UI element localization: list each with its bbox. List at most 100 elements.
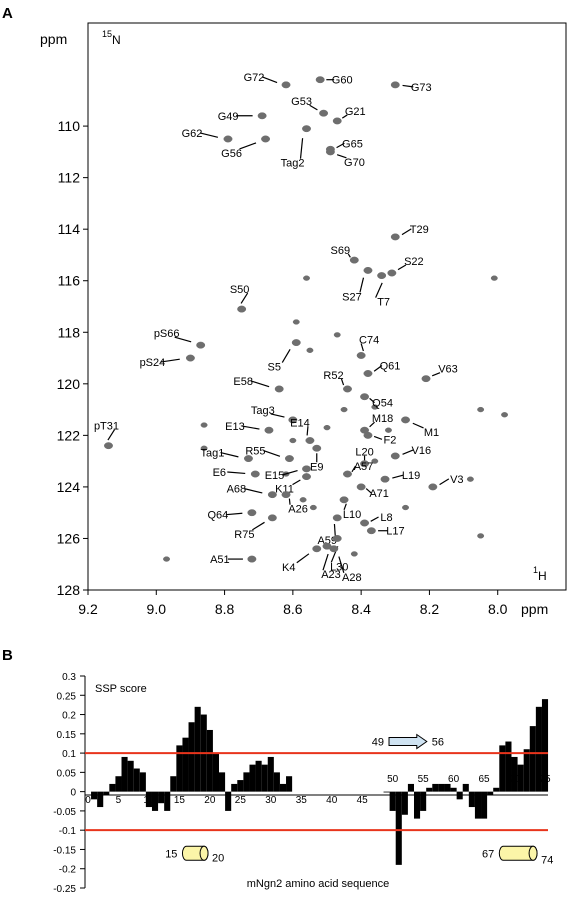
peak-k4 — [312, 545, 322, 553]
ssp-bar-7 — [127, 760, 134, 792]
peak-label-g65: G65 — [342, 138, 363, 150]
peak-a68 — [267, 491, 277, 499]
peak-label-e14: E14 — [290, 418, 310, 430]
ssp-bar-62 — [462, 783, 469, 792]
ssp-bar-67 — [493, 787, 500, 792]
peak-label-s50: S50 — [230, 284, 250, 296]
ssp-y-tick-label: -0.15 — [53, 845, 76, 856]
unassigned-peak — [350, 551, 358, 557]
ssp-y-tick-label: 0.3 — [62, 672, 76, 683]
peak-label-a71: A71 — [369, 488, 389, 500]
peak-leader-a26 — [288, 498, 291, 505]
peak-label-l17: L17 — [386, 526, 404, 538]
peak-label-e58: E58 — [233, 376, 253, 388]
hsqc-x-ticks: 9.2 9.0 8.8 8.6 8.4 8.2 8.0 — [78, 590, 508, 617]
hsqc-y-tick-label: 126 — [57, 530, 81, 546]
y-nucleus-sup: 15 — [102, 29, 112, 39]
peak-label-q54: Q54 — [372, 398, 393, 410]
peak-v16 — [390, 452, 400, 460]
peak-leader-tag2 — [299, 138, 304, 159]
peak-leader-k4 — [296, 553, 310, 564]
peak-leader-v3 — [439, 478, 450, 486]
peak-leader-e58 — [251, 380, 270, 388]
ssp-bar-8 — [133, 768, 140, 792]
peak-ps66 — [196, 341, 206, 349]
ssp-bar-10 — [145, 791, 152, 808]
ssp-y-tick-label: -0.1 — [59, 826, 77, 837]
peak-label-ps24: pS24 — [140, 357, 166, 369]
ssp-bar-23 — [225, 791, 232, 811]
peak-s69 — [349, 256, 359, 264]
peak-l20 — [360, 460, 370, 468]
ssp-y-tick-label: 0.1 — [62, 749, 76, 760]
x-nucleus-sup: 1 — [533, 565, 538, 575]
ssp-bar-16 — [182, 737, 189, 792]
peak-label-e13: E13 — [225, 421, 245, 433]
ssp-y-ticks: 0.3 0.25 0.2 0.15 0.1 0.05 0 -0.05 -0.1 -0.15 -0.2… — [53, 672, 85, 895]
peak-label-g53: G53 — [291, 96, 312, 108]
ssp-bar-6 — [121, 756, 128, 792]
ssp-bar-29 — [261, 764, 268, 792]
ssp-bar-27 — [249, 764, 256, 792]
ssp-x-tick-label: 15 — [174, 795, 186, 806]
ssp-bar-55 — [420, 791, 427, 811]
hsqc-y-ticks: 110 112 114 116 118 120 122 124 126 128 — [57, 118, 88, 598]
peak-label-s27: S27 — [342, 291, 362, 303]
ssp-bar-15 — [176, 745, 183, 792]
peak-leader-a71 — [365, 488, 372, 494]
ssp-bar-53 — [407, 783, 414, 792]
peak-label-f2: F2 — [384, 434, 397, 446]
peak-leader-g65 — [336, 142, 345, 149]
ssp-bar-65 — [481, 791, 488, 819]
beta-strand-arrow: 49 56 — [372, 733, 444, 750]
peak-leader-pt31 — [107, 429, 115, 441]
peak-e15 — [302, 465, 311, 473]
peak-leader-e15 — [282, 469, 298, 476]
peak-l17 — [366, 527, 376, 535]
hsqc-y-tick-label: 114 — [58, 221, 81, 237]
y-unit-label: ppm — [40, 31, 67, 47]
hsqc-x-tick-label: 8.6 — [283, 601, 303, 617]
hsqc-y-tick-label: 122 — [57, 427, 81, 443]
peak-leader-e13 — [242, 425, 260, 430]
helix-cap — [528, 845, 538, 861]
ssp-bar-68 — [499, 745, 506, 792]
peak-g70 — [325, 148, 335, 156]
peak-leader-e14 — [306, 426, 309, 436]
peak-label-l8: L8 — [380, 512, 392, 524]
peak-leader-l19 — [392, 474, 404, 479]
helix-start-label: 67 — [482, 848, 494, 860]
unassigned-peak — [306, 347, 314, 353]
y-nucleus-base: N — [112, 33, 121, 47]
beta-strand-start-label: 49 — [372, 737, 384, 749]
peak-leader-v63 — [431, 372, 441, 377]
peak-leader-l8 — [370, 516, 379, 522]
ssp-threshold-lines — [85, 752, 548, 832]
ssp-y-tick-label: 0.25 — [57, 691, 77, 702]
peak-t29 — [390, 233, 400, 241]
unassigned-peak — [385, 427, 392, 433]
peak-leader-s50 — [240, 292, 249, 304]
unassigned-peak — [200, 445, 208, 451]
peak-s5 — [291, 339, 301, 347]
ssp-bar-56 — [426, 787, 433, 792]
helix-end-label: 20 — [212, 852, 224, 864]
ssp-bar-31 — [273, 772, 280, 792]
peak-label-pt31: pT31 — [94, 421, 119, 433]
peak-leader-f2 — [373, 435, 383, 440]
peak-a26 — [281, 491, 291, 499]
peak-label-c74: C74 — [359, 334, 379, 346]
unassigned-peak — [309, 504, 317, 511]
peak-l10 — [339, 496, 349, 504]
ssp-bar-52 — [401, 791, 408, 815]
alpha-helix-1: 15 20 — [165, 845, 224, 864]
peak-g73 — [390, 81, 400, 89]
peak-l30 — [332, 535, 342, 542]
hsqc-x-tick-label: 9.0 — [147, 601, 167, 617]
ssp-bar-28 — [255, 760, 262, 792]
peak-label-a68: A68 — [227, 484, 247, 496]
peak-label-m18: M18 — [372, 413, 393, 425]
ssp-y-tick-label: 0.15 — [57, 730, 77, 741]
peak-label-g70: G70 — [344, 157, 365, 169]
